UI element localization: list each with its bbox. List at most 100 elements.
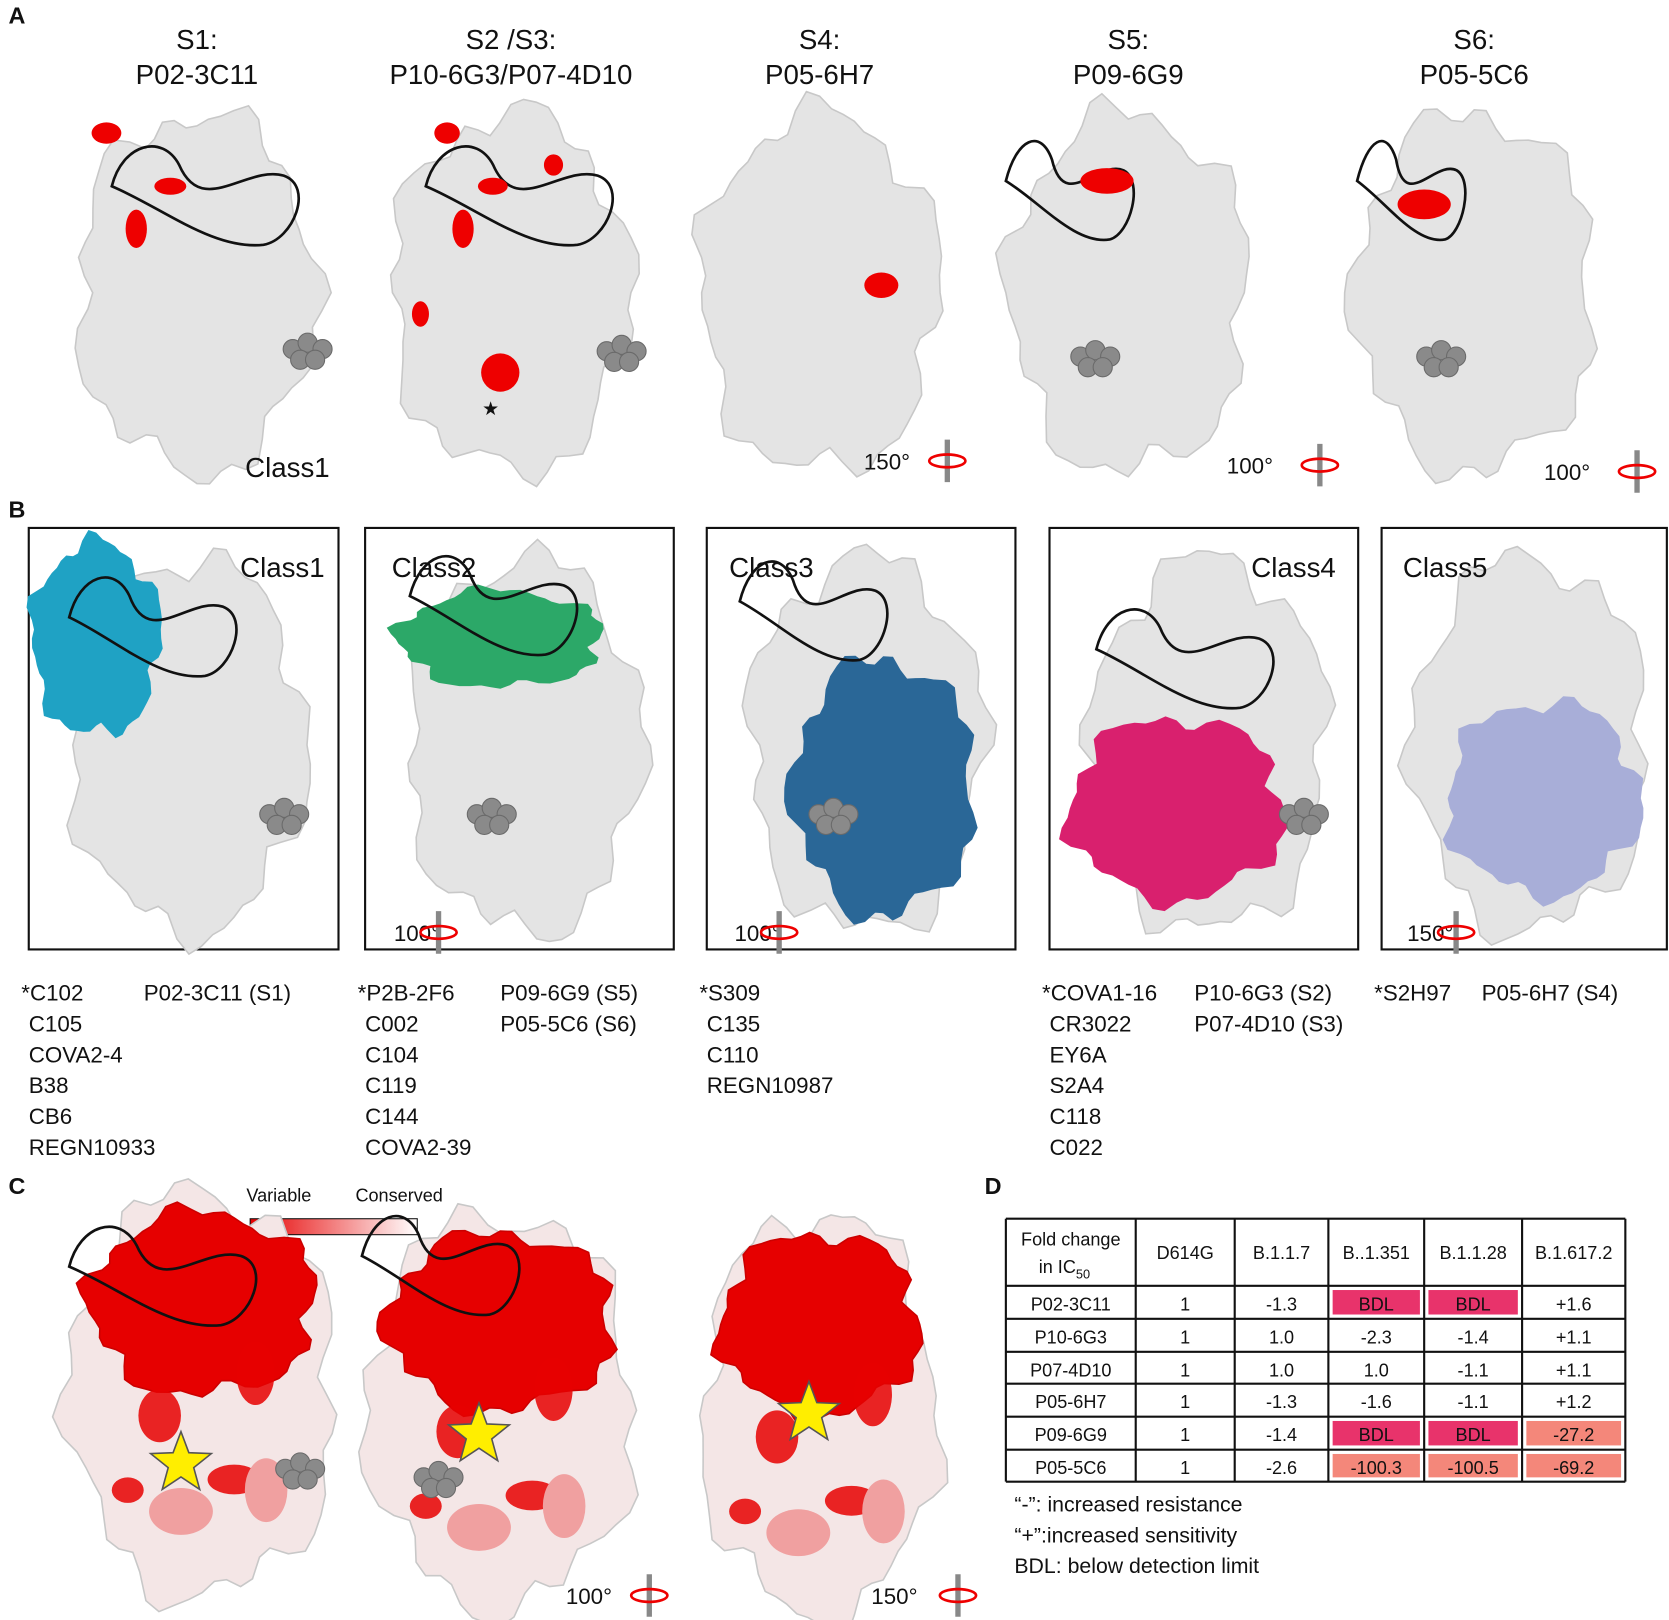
legend-label: Conserved [355, 1186, 442, 1206]
rotation-label: 100° [1544, 460, 1590, 485]
table-cell: P02-3C11 [1031, 1294, 1111, 1314]
table-cell: 1 [1180, 1360, 1190, 1380]
cell-highlight [1526, 1420, 1622, 1446]
variable-region [111, 1477, 144, 1503]
table-cell: -2.6 [1266, 1458, 1297, 1478]
table-header: D614G [1157, 1243, 1214, 1263]
rotation-arrow [759, 924, 799, 941]
epitope-outline [1094, 608, 1275, 710]
table-cell: +1.1 [1556, 1327, 1592, 1347]
rotation-label: 150° [1407, 921, 1453, 946]
variable-region [853, 1362, 892, 1427]
epitope-outline [408, 554, 579, 657]
epitope-patch [784, 655, 978, 925]
table-header: Fold change [1021, 1229, 1121, 1249]
epitope-outline [360, 1214, 521, 1317]
antibody-name: REGN10933 [29, 1135, 156, 1160]
epitope-outline [738, 560, 889, 662]
rotation-label: 100° [734, 921, 780, 946]
rotation-label: 150° [864, 449, 910, 474]
ligand-sphere [1092, 357, 1113, 378]
cell-highlight [1332, 1290, 1420, 1315]
cell-highlight [1428, 1453, 1518, 1478]
site-star [776, 1379, 842, 1442]
table-cell: 1.0 [1364, 1360, 1389, 1380]
antibody-name: *P2B-2F6 [358, 981, 455, 1006]
rotation-arrow [419, 924, 458, 941]
epitope-outline [67, 1225, 258, 1327]
class-label: Class4 [1251, 552, 1336, 583]
epitope-patch [864, 272, 899, 299]
structure-title: P05-5C6 [1420, 59, 1529, 90]
antibody-name: *S309 [699, 981, 760, 1006]
epitope-patch [125, 209, 147, 249]
epitope-patch [1442, 696, 1644, 907]
epitope-outline [1004, 139, 1135, 242]
structure-title: S2 /S3: [466, 24, 557, 55]
structure-title: P05-6H7 [765, 59, 874, 90]
table-note: BDL: below detection limit [1014, 1554, 1259, 1578]
class-label: Class1 [245, 452, 330, 483]
rotation-label: 100° [1227, 454, 1273, 479]
antibody-name: S2A4 [1050, 1073, 1105, 1098]
table-header: B.1.1.7 [1253, 1243, 1310, 1263]
table-cell: -1.3 [1266, 1294, 1297, 1314]
rotation-arrow [1436, 924, 1476, 941]
table-header: B.1.1.28 [1439, 1243, 1506, 1263]
table-cell: +1.2 [1556, 1392, 1592, 1412]
table-cell: 1.0 [1269, 1327, 1294, 1347]
epitope-patch [386, 584, 604, 689]
ligand-sphere [489, 814, 510, 836]
epitope-patch [26, 529, 163, 739]
antibody-name: *COVA1-16 [1042, 981, 1157, 1006]
table-cell: P05-6H7 [1035, 1392, 1106, 1412]
our-antibody: P02-3C11 (S1) [144, 981, 291, 1006]
variable-region [138, 1389, 181, 1443]
antibody-name: C119 [365, 1073, 417, 1098]
class-label: Class2 [392, 552, 477, 583]
epitope-patch [1059, 716, 1288, 912]
epitope-patch [154, 177, 187, 195]
table-cell: -1.4 [1266, 1425, 1297, 1445]
variable-region [236, 1341, 275, 1405]
structure-title: P10-6G3/P07-4D10 [389, 59, 632, 90]
surface [389, 98, 640, 488]
table-cell: 1 [1180, 1392, 1190, 1412]
panel-label: C [9, 1173, 26, 1199]
our-antibody: P09-6G9 (S5) [500, 981, 638, 1006]
variable-region [409, 1493, 442, 1519]
ligand-sphere [435, 1477, 457, 1499]
epitope-patch [91, 122, 122, 144]
table-cell: -1.1 [1458, 1360, 1489, 1380]
table-cell: +1.1 [1556, 1360, 1592, 1380]
structure-title: P02-3C11 [136, 59, 258, 90]
antibody-name: *S2H97 [1374, 981, 1451, 1006]
table-header: B..1.351 [1343, 1243, 1410, 1263]
table-cell: -69.2 [1553, 1458, 1594, 1478]
cell-highlight [1428, 1420, 1518, 1446]
surface [74, 104, 333, 485]
table-cell: -27.2 [1553, 1425, 1594, 1445]
rotation-arrow [938, 1587, 978, 1604]
cell-highlight [1526, 1453, 1622, 1478]
class-label: Class3 [729, 552, 814, 583]
table-cell: 1 [1180, 1294, 1190, 1314]
table-cell: -1.1 [1458, 1392, 1489, 1412]
epitope-patch [1080, 168, 1134, 194]
surface [1343, 108, 1599, 485]
epitope-patch [543, 154, 564, 176]
ligand-sphere [1301, 814, 1322, 836]
table-cell: -100.5 [1448, 1458, 1499, 1478]
epitope-patch [481, 353, 520, 392]
table-cell: P10-6G3 [1035, 1327, 1107, 1347]
partially-variable-region [149, 1488, 213, 1535]
class-label: Class5 [1403, 552, 1488, 583]
partially-variable-region [542, 1474, 586, 1539]
antibody-name: COVA2-39 [365, 1135, 471, 1160]
epitope-outline [1355, 139, 1467, 242]
table-cell: +1.6 [1556, 1294, 1592, 1314]
structure-title: S5: [1108, 24, 1150, 55]
antibody-name: C144 [365, 1104, 418, 1129]
rotation-arrow [629, 1587, 669, 1604]
